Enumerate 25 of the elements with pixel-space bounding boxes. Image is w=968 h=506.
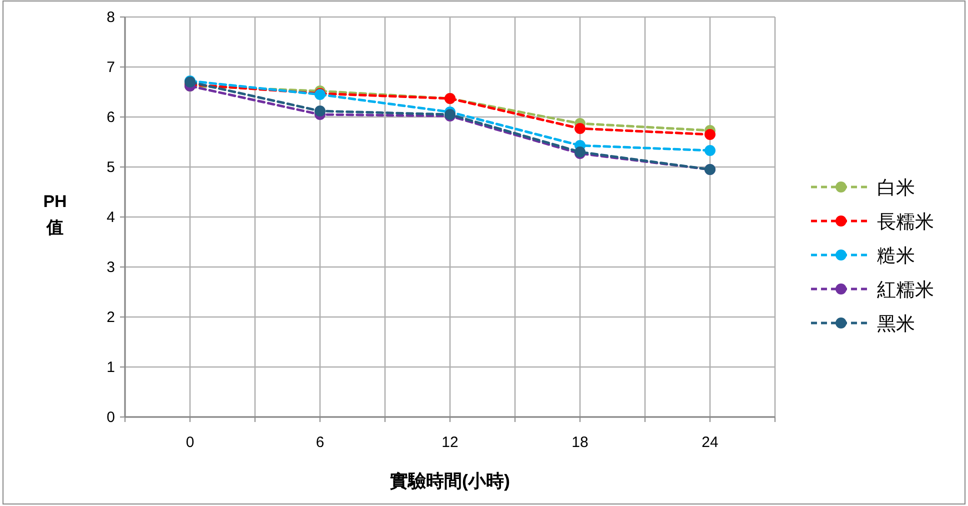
point	[574, 123, 586, 134]
legend-label: 長糯米	[877, 212, 934, 233]
y-tick-label: 4	[106, 209, 115, 226]
legend-label: 紅糯米	[877, 280, 934, 301]
point	[704, 145, 716, 156]
y-tick-label: 3	[106, 259, 115, 276]
x-tick-label: 0	[186, 434, 194, 451]
x-tick-label: 6	[316, 434, 324, 451]
y-tick-label: 7	[106, 59, 115, 76]
y-tick-label: 8	[106, 9, 115, 26]
legend-label: 黑米	[877, 314, 915, 335]
point	[704, 129, 716, 140]
y-tick-label: 0	[106, 409, 115, 426]
y-tick-label: 5	[106, 159, 115, 176]
x-tick-label: 12	[442, 434, 458, 451]
legend-label: 白米	[877, 178, 915, 199]
x-axis-title: 實驗時間(小時)	[390, 471, 510, 491]
y-tick-label: 2	[106, 309, 115, 326]
y-tick-label: 6	[106, 109, 115, 126]
legend-label: 糙米	[877, 246, 915, 267]
y-axis-title: PH 值	[43, 192, 67, 237]
x-tick-label: 24	[702, 434, 718, 451]
y-tick-label: 1	[106, 359, 115, 376]
x-tick-label: 18	[572, 434, 588, 451]
point	[314, 106, 326, 116]
